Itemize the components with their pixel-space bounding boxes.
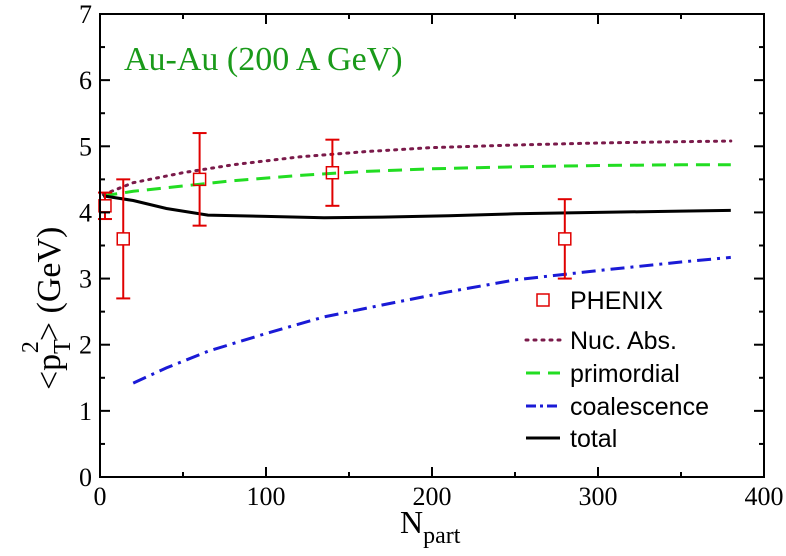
y-axis-label-sub: T [50, 339, 76, 354]
legend-marker-phenix [536, 293, 550, 307]
y-tick-label: 0 [79, 463, 92, 492]
data-point-phenix [192, 172, 207, 187]
y-tick-label: 7 [79, 0, 92, 29]
x-tick-label: 0 [94, 482, 107, 511]
x-tick-label: 200 [413, 482, 452, 511]
y-axis-label-post: > (GeV) [31, 227, 68, 342]
y-axis-label-sup: 2 [18, 341, 44, 353]
data-point-phenix [116, 232, 130, 246]
x-axis-label: Npart [400, 504, 461, 549]
legend: PHENIX Nuc. Abs. primordial coalescence tota… [524, 287, 709, 453]
chart-annotation: Au-Au (200 A GeV) [124, 41, 403, 78]
series-line-total [103, 194, 731, 220]
y-tick-label: 3 [79, 265, 92, 294]
y-tick-label: 4 [79, 198, 92, 227]
x-tick-label: 300 [579, 482, 618, 511]
y-tick-label: 2 [79, 331, 92, 360]
y-axis-label: <pT2> (GeV) [18, 227, 76, 390]
legend-label-primordial: primordial [570, 360, 680, 388]
series-line-coalescence [132, 255, 731, 385]
y-axis-label-pre: <p [31, 354, 68, 390]
x-tick-label: 400 [745, 482, 784, 511]
x-tick-label: 100 [247, 482, 286, 511]
series-line-nuc-abs [101, 139, 733, 197]
x-axis-label-sub: part [423, 523, 461, 549]
legend-label-phenix: PHENIX [570, 287, 663, 315]
data-point-phenix [325, 165, 340, 180]
y-tick-label: 5 [79, 132, 92, 161]
plot-marks [97, 132, 733, 385]
legend-label-total: total [570, 425, 617, 453]
x-axis-label-main: N [400, 504, 423, 540]
y-tick-label: 1 [79, 397, 92, 426]
legend-label-nuc-abs: Nuc. Abs. [570, 327, 677, 355]
legend-label-coalescence: coalescence [570, 393, 709, 421]
y-tick-label: 6 [79, 66, 92, 95]
axis-ticks: 0 100 200 300 400 0 1 2 3 4 5 6 7 [79, 0, 784, 511]
data-point-phenix [558, 232, 572, 246]
